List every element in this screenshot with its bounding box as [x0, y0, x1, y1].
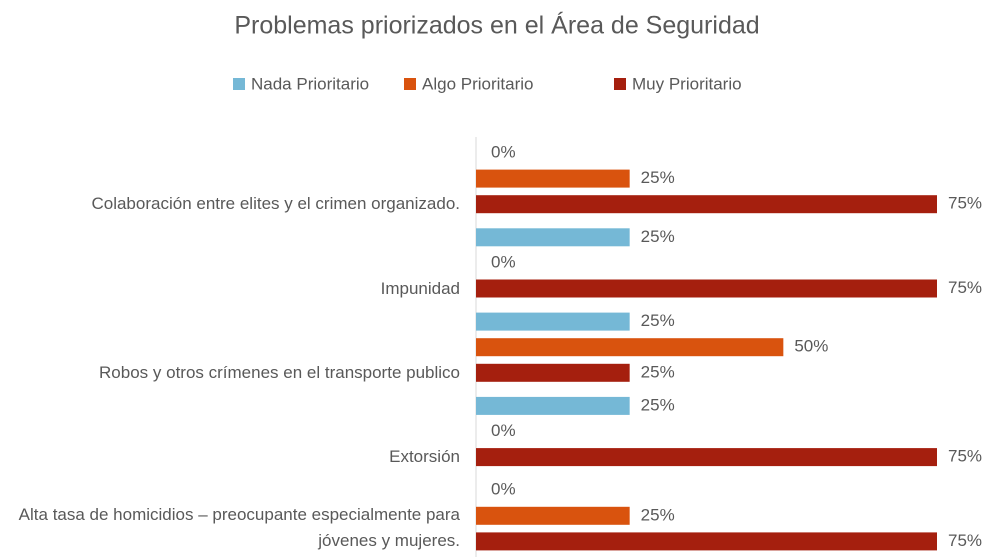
category-label: Robos y otros crímenes en el transporte …: [99, 362, 460, 382]
legend-swatch: [614, 78, 626, 90]
data-label: 75%: [948, 278, 982, 297]
bar: [476, 338, 784, 357]
data-label: 0%: [491, 142, 516, 161]
bar: [476, 279, 937, 298]
legend-swatch: [404, 78, 416, 90]
bar: [476, 195, 937, 214]
bar: [476, 228, 630, 247]
legend-label: Muy Prioritario: [632, 74, 742, 93]
data-label: 75%: [948, 531, 982, 550]
data-label: 25%: [641, 395, 675, 414]
category-label: Colaboración entre elites y el crimen or…: [91, 194, 460, 214]
bar: [476, 363, 630, 382]
data-label: 0%: [491, 421, 516, 440]
bar: [476, 448, 937, 467]
bar: [476, 532, 937, 551]
data-label: 75%: [948, 194, 982, 213]
category-label: Impunidad: [380, 278, 460, 298]
bar: [476, 506, 630, 525]
bar: [476, 312, 630, 331]
bar: [476, 169, 630, 188]
legend-label: Nada Prioritario: [251, 74, 369, 93]
data-label: 50%: [794, 337, 828, 356]
data-label: 25%: [641, 311, 675, 330]
data-label: 0%: [491, 252, 516, 271]
legend-label: Algo Prioritario: [422, 74, 534, 93]
data-label: 25%: [641, 227, 675, 246]
legend-swatch: [233, 78, 245, 90]
category-label: Extorsión: [389, 447, 460, 467]
bar: [476, 396, 630, 415]
chart-title: Problemas priorizados en el Área de Segu…: [234, 11, 759, 40]
category-label: Alta tasa de homicidios – preocupante es…: [18, 505, 460, 551]
data-label: 75%: [948, 447, 982, 466]
data-label: 25%: [641, 362, 675, 381]
data-label: 0%: [491, 480, 516, 499]
data-label: 25%: [641, 168, 675, 187]
data-label: 25%: [641, 505, 675, 524]
